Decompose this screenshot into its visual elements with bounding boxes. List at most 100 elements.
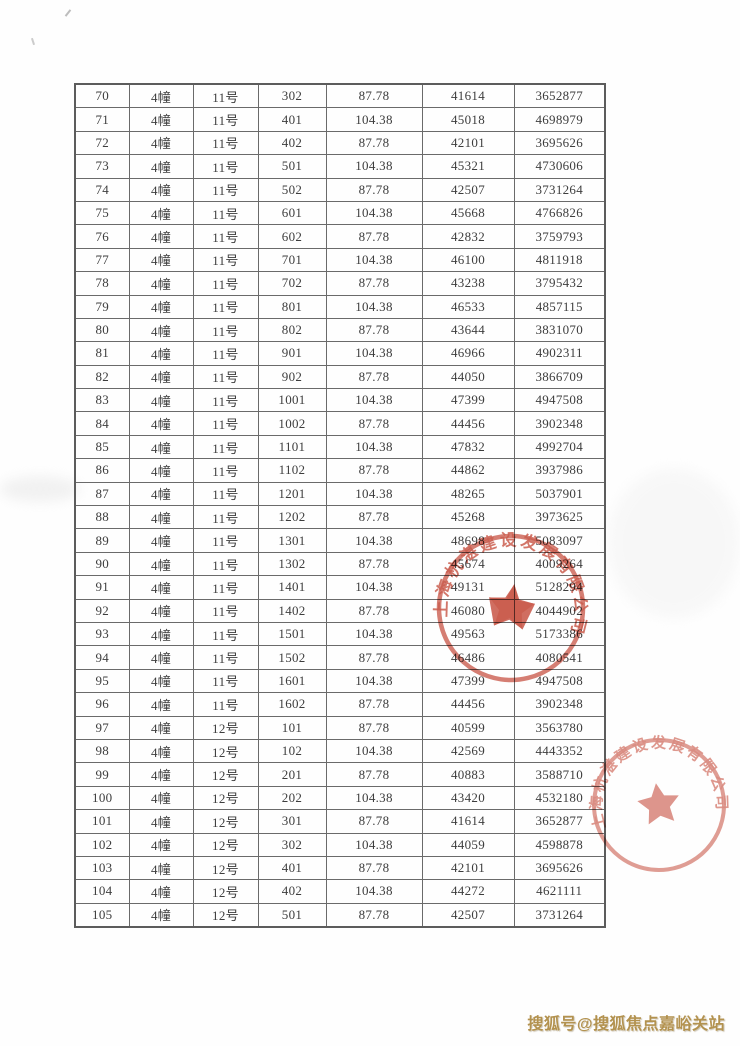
table-cell: 5173386 — [513, 621, 606, 647]
table-cell: 102 — [257, 738, 327, 764]
table-row: 105 4幢 12号 501 87.78 42507 3731264 — [74, 902, 606, 928]
table-cell: 87.78 — [325, 551, 423, 577]
table-cell: 87.78 — [325, 130, 423, 156]
table-cell: 4幢 — [128, 458, 194, 483]
table-cell: 4幢 — [128, 224, 194, 249]
table-cell: 4幢 — [128, 434, 194, 460]
table-cell: 4幢 — [128, 668, 194, 694]
table-cell: 42569 — [421, 738, 515, 764]
table-row: 102 4幢 12号 302 104.38 44059 4598878 — [74, 832, 606, 857]
table-cell: 104.38 — [325, 341, 423, 366]
table-cell: 11号 — [192, 528, 259, 553]
table-cell: 104.38 — [325, 832, 423, 857]
table-cell: 3759793 — [513, 224, 606, 249]
table-cell: 40599 — [421, 715, 515, 740]
table-cell: 702 — [257, 271, 327, 296]
table-cell: 4532180 — [513, 785, 606, 811]
scan-artifact-mark — [30, 37, 36, 46]
table-cell: 602 — [257, 224, 327, 249]
table-cell: 4幢 — [128, 481, 194, 507]
table-cell: 103 — [74, 855, 130, 881]
table-cell: 104.38 — [325, 528, 423, 553]
table-row: 74 4幢 11号 502 87.78 42507 3731264 — [74, 177, 606, 202]
table-cell: 201 — [257, 762, 327, 787]
table-cell: 45018 — [421, 107, 515, 132]
table-cell: 4幢 — [128, 294, 194, 319]
table-cell: 88 — [74, 505, 130, 530]
table-cell: 4幢 — [128, 411, 194, 436]
seal-star-icon — [637, 783, 679, 825]
scan-smudge — [608, 468, 740, 618]
table-cell: 202 — [257, 785, 327, 811]
table-cell: 1402 — [257, 598, 327, 623]
table-cell: 12号 — [192, 902, 259, 928]
table-cell: 99 — [74, 762, 130, 787]
price-table: 70 4幢 11号 302 87.78 41614 3652877 71 4幢 11号 401 104… — [74, 83, 606, 929]
table-cell: 104 — [74, 879, 130, 904]
table-cell: 12号 — [192, 809, 259, 834]
table-cell: 3795432 — [513, 271, 606, 296]
table-row: 70 4幢 11号 302 87.78 41614 3652877 — [74, 83, 606, 109]
table-cell: 11号 — [192, 364, 259, 390]
table-row: 72 4幢 11号 402 87.78 42101 3695626 — [74, 130, 606, 156]
table-cell: 802 — [257, 317, 327, 343]
table-cell: 11号 — [192, 645, 259, 670]
table-row: 82 4幢 11号 902 87.78 44050 3866709 — [74, 364, 606, 390]
table-cell: 4幢 — [128, 809, 194, 834]
table-row: 78 4幢 11号 702 87.78 43238 3795432 — [74, 271, 606, 296]
table-cell: 85 — [74, 434, 130, 460]
table-row: 76 4幢 11号 602 87.78 42832 3759793 — [74, 224, 606, 249]
table-cell: 301 — [257, 809, 327, 834]
table-cell: 4992704 — [513, 434, 606, 460]
table-cell: 4698979 — [513, 107, 606, 132]
table-cell: 4730606 — [513, 154, 606, 179]
table-cell: 11号 — [192, 200, 259, 226]
table-cell: 4947508 — [513, 388, 606, 413]
table-cell: 3652877 — [513, 809, 606, 834]
scan-smudge — [0, 476, 80, 502]
table-cell: 45268 — [421, 505, 515, 530]
table-cell: 71 — [74, 107, 130, 132]
table-cell: 49131 — [421, 575, 515, 600]
table-cell: 5128294 — [513, 575, 606, 600]
table-cell: 87.78 — [325, 83, 423, 109]
table-cell: 46486 — [421, 645, 515, 670]
table-cell: 104.38 — [325, 388, 423, 413]
table-cell: 95 — [74, 668, 130, 694]
table-cell: 104.38 — [325, 575, 423, 600]
table-cell: 1201 — [257, 481, 327, 507]
table-cell: 4幢 — [128, 83, 194, 109]
table-cell: 4621111 — [513, 879, 606, 904]
table-cell: 44456 — [421, 692, 515, 717]
table-cell: 5037901 — [513, 481, 606, 507]
table-cell: 87.78 — [325, 762, 423, 787]
table-cell: 801 — [257, 294, 327, 319]
table-cell: 11号 — [192, 411, 259, 436]
table-cell: 87.78 — [325, 505, 423, 530]
table-row: 75 4幢 11号 601 104.38 45668 4766826 — [74, 200, 606, 226]
table-row: 99 4幢 12号 201 87.78 40883 3588710 — [74, 762, 606, 787]
table-cell: 1502 — [257, 645, 327, 670]
table-cell: 47832 — [421, 434, 515, 460]
table-cell: 101 — [74, 809, 130, 834]
table-cell: 90 — [74, 551, 130, 577]
table-cell: 4幢 — [128, 154, 194, 179]
table-cell: 78 — [74, 271, 130, 296]
table-cell: 11号 — [192, 294, 259, 319]
table-cell: 4幢 — [128, 364, 194, 390]
table-cell: 84 — [74, 411, 130, 436]
table-cell: 3731264 — [513, 177, 606, 202]
table-cell: 302 — [257, 832, 327, 857]
table-cell: 105 — [74, 902, 130, 928]
table-cell: 12号 — [192, 879, 259, 904]
table-cell: 502 — [257, 177, 327, 202]
table-cell: 1002 — [257, 411, 327, 436]
table-cell: 93 — [74, 621, 130, 647]
table-cell: 104.38 — [325, 738, 423, 764]
table-cell: 87.78 — [325, 855, 423, 881]
table-cell: 12号 — [192, 832, 259, 857]
table-cell: 87.78 — [325, 902, 423, 928]
table-cell: 47399 — [421, 668, 515, 694]
seal-ring — [592, 738, 726, 872]
